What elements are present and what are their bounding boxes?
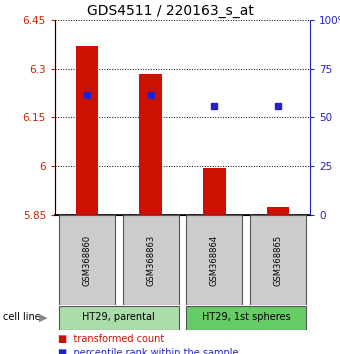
Text: cell line: cell line: [3, 313, 41, 322]
Text: ■  transformed count: ■ transformed count: [58, 333, 164, 343]
Text: GSM368860: GSM368860: [82, 234, 91, 286]
Bar: [267, 207, 289, 215]
Text: GSM368864: GSM368864: [210, 234, 219, 286]
Text: ▶: ▶: [38, 313, 47, 322]
Text: GDS4511 / 220163_s_at: GDS4511 / 220163_s_at: [87, 4, 253, 18]
Text: HT29, 1st spheres: HT29, 1st spheres: [202, 313, 291, 322]
Text: HT29, parental: HT29, parental: [82, 313, 155, 322]
Text: GSM368865: GSM368865: [274, 234, 283, 286]
Bar: [250, 215, 306, 305]
Bar: [186, 306, 306, 330]
Bar: [186, 215, 242, 305]
Bar: [59, 306, 179, 330]
Bar: [59, 215, 115, 305]
Bar: [76, 46, 98, 215]
Bar: [203, 168, 225, 215]
Text: GSM368863: GSM368863: [146, 234, 155, 286]
Bar: [123, 215, 179, 305]
Bar: [139, 74, 162, 215]
Text: ■  percentile rank within the sample: ■ percentile rank within the sample: [58, 348, 238, 354]
